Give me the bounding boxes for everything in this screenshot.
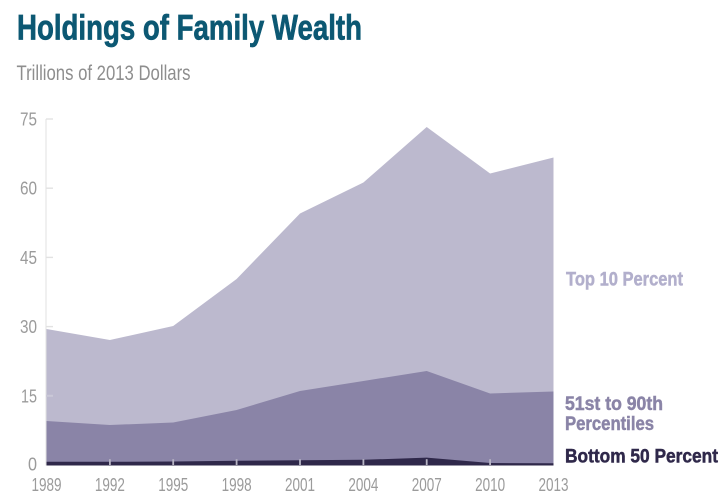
svg-text:51st to 90th: 51st to 90th (565, 393, 663, 415)
svg-text:60: 60 (20, 179, 37, 199)
svg-text:1989: 1989 (32, 475, 62, 495)
svg-text:2010: 2010 (475, 475, 505, 495)
svg-text:2004: 2004 (348, 475, 378, 495)
svg-text:1995: 1995 (158, 475, 188, 495)
svg-text:30: 30 (20, 317, 37, 337)
svg-text:2007: 2007 (412, 475, 442, 495)
svg-text:75: 75 (20, 110, 37, 130)
svg-text:1998: 1998 (222, 475, 252, 495)
svg-text:2001: 2001 (285, 475, 315, 495)
svg-text:45: 45 (20, 248, 37, 268)
svg-text:1992: 1992 (95, 475, 125, 495)
svg-text:Trillions of 2013 Dollars: Trillions of 2013 Dollars (17, 62, 191, 85)
svg-text:15: 15 (21, 386, 37, 406)
svg-text:Holdings of Family Wealth: Holdings of Family Wealth (17, 8, 362, 48)
svg-text:Top 10 Percent: Top 10 Percent (566, 269, 683, 291)
svg-text:Bottom 50 Percent: Bottom 50 Percent (565, 445, 718, 467)
svg-text:2013: 2013 (539, 475, 569, 495)
svg-text:Percentiles: Percentiles (565, 413, 654, 435)
svg-text:0: 0 (28, 455, 37, 475)
